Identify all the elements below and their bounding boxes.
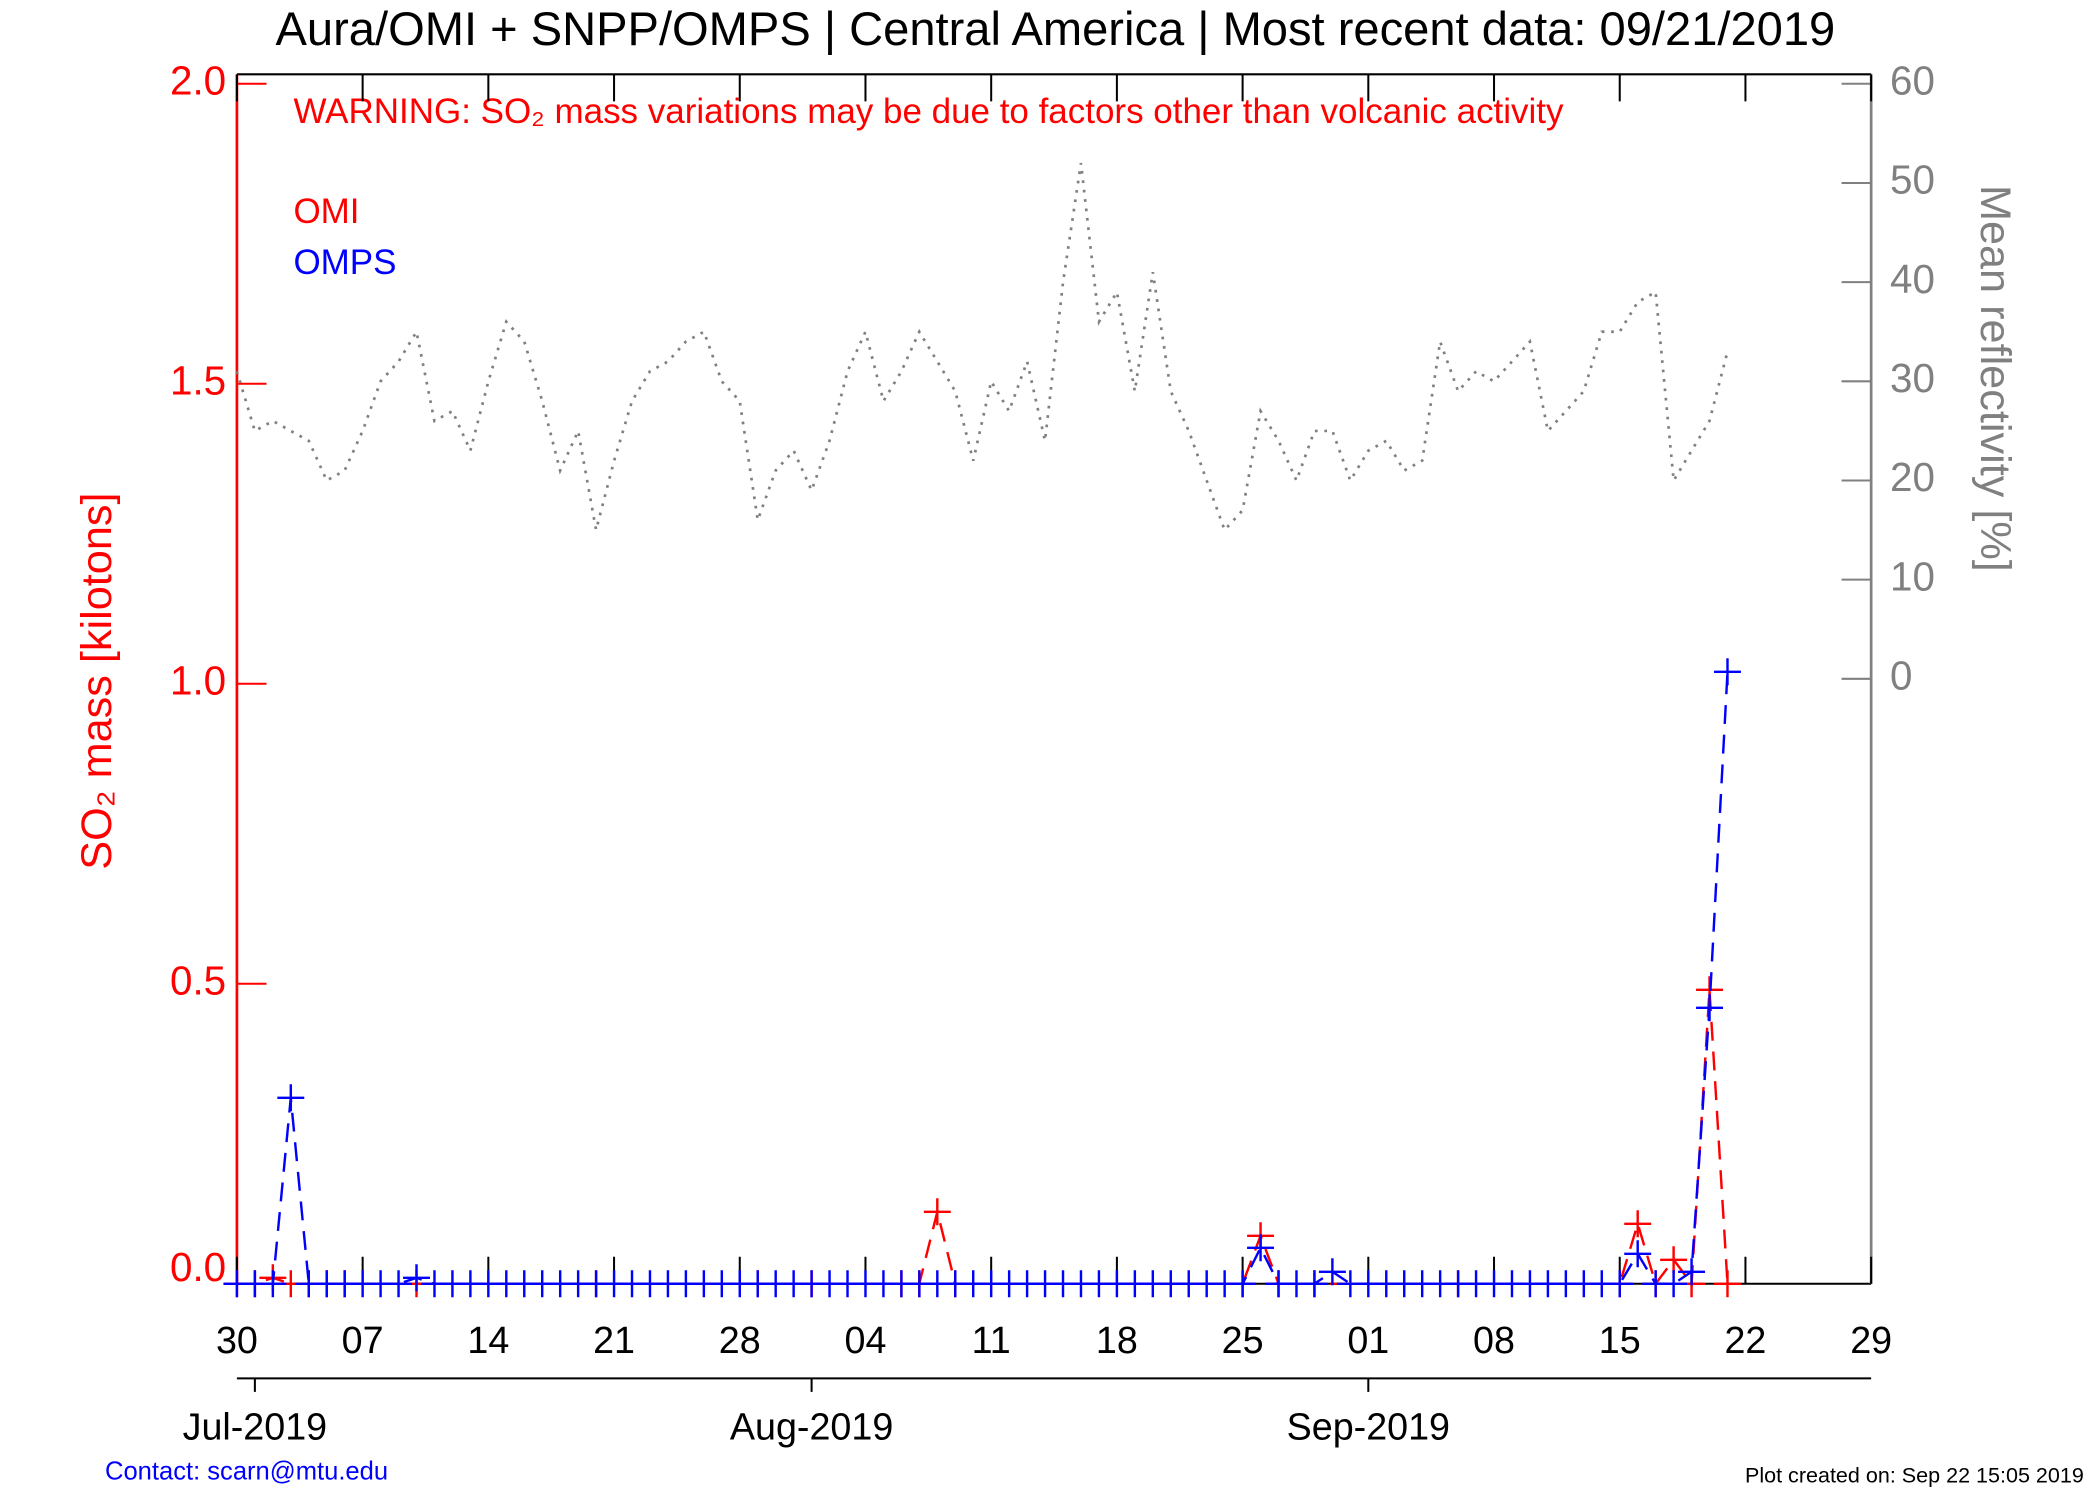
x-tick-label: 11 bbox=[972, 1320, 1011, 1362]
x-tick-label: 01 bbox=[1347, 1320, 1389, 1362]
point-marker bbox=[1606, 1270, 1634, 1298]
y2-tick-label: 0 bbox=[1890, 652, 1912, 698]
series-line bbox=[236, 989, 1729, 1288]
point-marker bbox=[1624, 1210, 1652, 1238]
x-tick-label: 08 bbox=[1473, 1320, 1515, 1362]
month-label: Aug-2019 bbox=[730, 1407, 893, 1449]
y2-tick-label: 20 bbox=[1890, 454, 1935, 500]
x-tick-label: 21 bbox=[593, 1320, 635, 1362]
x-tick-label: 25 bbox=[1222, 1320, 1264, 1362]
point-marker bbox=[923, 1198, 951, 1226]
legend-entry: OMI bbox=[293, 192, 359, 231]
point-marker bbox=[1300, 1270, 1328, 1298]
series-line bbox=[236, 671, 1729, 1285]
point-marker bbox=[1714, 1270, 1741, 1298]
x-tick-label: 29 bbox=[1850, 1320, 1892, 1362]
point-marker bbox=[277, 1084, 305, 1112]
contact: Contact: scarn@mtu.edu bbox=[105, 1458, 388, 1486]
x-tick-label: 15 bbox=[1599, 1320, 1641, 1362]
y2-tick-label: 40 bbox=[1890, 256, 1935, 302]
footer: Plot created on: Sep 22 15:05 2019 bbox=[1745, 1463, 2084, 1488]
point-marker bbox=[1318, 1258, 1346, 1286]
legend-entry: OMPS bbox=[293, 243, 396, 282]
y2-tick-label: 60 bbox=[1890, 57, 1935, 103]
series-line bbox=[235, 162, 1729, 533]
x-tick-label: 07 bbox=[342, 1320, 384, 1362]
point-marker bbox=[385, 1270, 413, 1298]
point-marker bbox=[403, 1264, 430, 1292]
x-tick-label: 30 bbox=[216, 1320, 258, 1362]
x-tick-label: 22 bbox=[1724, 1320, 1766, 1362]
point-marker bbox=[1247, 1234, 1275, 1262]
chart-title: Aura/OMI + SNPP/OMPS | Central America |… bbox=[276, 3, 1836, 56]
month-label: Jul-2019 bbox=[183, 1407, 328, 1449]
point-marker bbox=[1696, 994, 1723, 1022]
point-marker bbox=[259, 1270, 287, 1298]
y-tick-label: 1.0 bbox=[170, 657, 226, 703]
point-marker bbox=[1229, 1270, 1257, 1298]
y-tick-label: 2.0 bbox=[170, 57, 226, 103]
x-tick-label: 04 bbox=[845, 1320, 887, 1362]
y2-tick-label: 10 bbox=[1890, 553, 1935, 599]
point-marker bbox=[1714, 658, 1741, 686]
y-tick-label: 0.0 bbox=[170, 1244, 226, 1290]
x-tick-label: 14 bbox=[467, 1320, 509, 1362]
month-label: Sep-2019 bbox=[1287, 1407, 1450, 1449]
x-tick-label: 28 bbox=[719, 1320, 761, 1362]
point-marker bbox=[1660, 1246, 1688, 1274]
y-tick-label: 0.5 bbox=[170, 957, 226, 1003]
point-marker bbox=[1660, 1270, 1688, 1298]
point-marker bbox=[1678, 1258, 1706, 1286]
y-tick-label: 1.5 bbox=[170, 357, 226, 403]
y2-axis-label: Mean reflectivity [%] bbox=[1971, 185, 2019, 572]
y2-tick-label: 50 bbox=[1890, 157, 1935, 203]
x-tick-label: 18 bbox=[1096, 1320, 1138, 1362]
y-axis-label: SO₂ mass [kilotons] bbox=[73, 492, 121, 869]
y2-tick-label: 30 bbox=[1890, 355, 1935, 401]
warning: WARNING: SO₂ mass variations may be due … bbox=[293, 92, 1564, 131]
point-marker bbox=[1624, 1240, 1652, 1268]
